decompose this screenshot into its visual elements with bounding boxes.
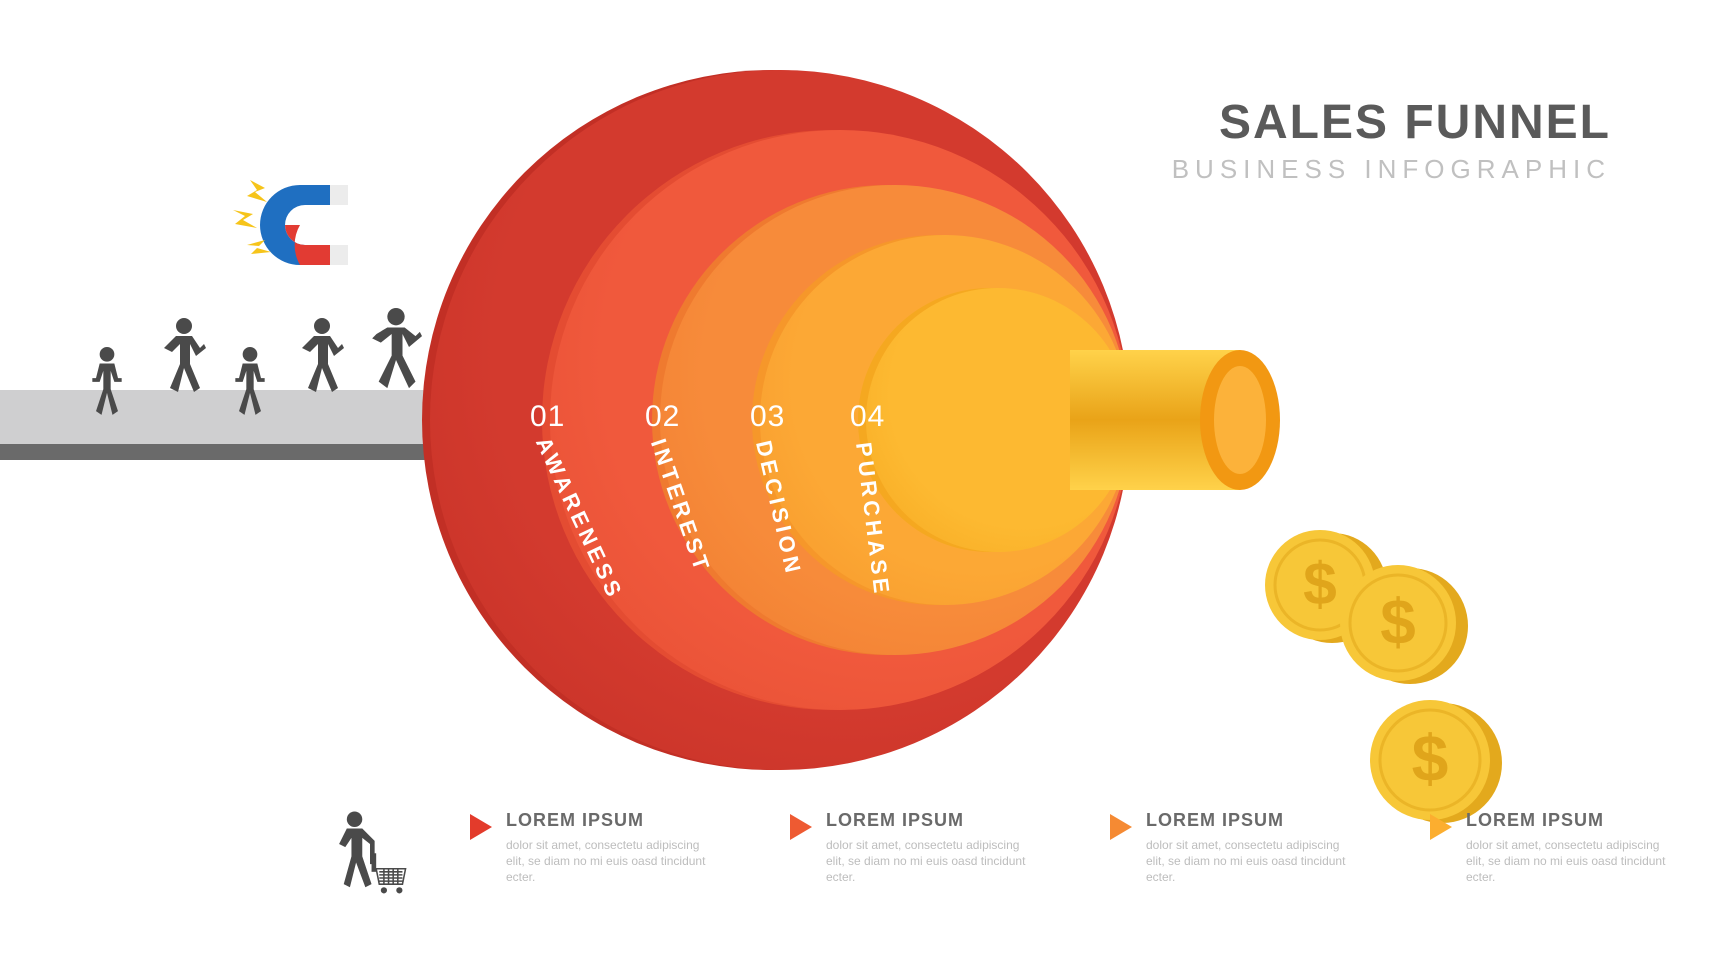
- bottom-item-title: LOREM IPSUM: [506, 810, 706, 831]
- main-title: SALES FUNNEL: [1172, 95, 1611, 150]
- person-icon: [298, 315, 346, 393]
- svg-text:$: $: [1303, 549, 1337, 617]
- funnel-spout: [1070, 350, 1280, 490]
- stage-number: 01: [530, 400, 565, 434]
- stage-label-2: 02 INTEREST: [645, 400, 680, 585]
- bottom-item-body: dolor sit amet, consectetu adipiscing el…: [1466, 837, 1666, 886]
- person-icon: [85, 345, 129, 415]
- triangle-icon: [1110, 814, 1132, 840]
- stage-label-3: 03 DECISION: [750, 400, 785, 582]
- shopper-icon: [330, 810, 410, 900]
- stage-number: 04: [850, 400, 885, 434]
- svg-text:$: $: [1412, 721, 1449, 795]
- coin-icon: $: [1340, 565, 1472, 692]
- person-icon: [160, 315, 208, 393]
- triangle-icon: [1430, 814, 1452, 840]
- stage-label-4: 04 PURCHASE: [850, 400, 885, 599]
- stage-number: 03: [750, 400, 785, 434]
- bottom-item-body: dolor sit amet, consectetu adipiscing el…: [1146, 837, 1346, 886]
- svg-text:$: $: [1380, 585, 1415, 657]
- magnet-icon: [225, 170, 375, 285]
- bottom-item-title: LOREM IPSUM: [1466, 810, 1666, 831]
- stage-label-1: 01 AWARENESS: [530, 400, 565, 621]
- subtitle: BUSINESS INFOGRAPHIC: [1172, 154, 1611, 185]
- person-icon: [370, 305, 422, 389]
- conveyor-bottom: [0, 444, 430, 460]
- people-group: [0, 300, 430, 430]
- bottom-item-4: LOREM IPSUM dolor sit amet, consectetu a…: [1430, 810, 1690, 886]
- bottom-item-title: LOREM IPSUM: [826, 810, 1026, 831]
- bottom-item-body: dolor sit amet, consectetu adipiscing el…: [506, 837, 706, 886]
- bottom-item-1: LOREM IPSUM dolor sit amet, consectetu a…: [470, 810, 730, 886]
- title-block: SALES FUNNEL BUSINESS INFOGRAPHIC: [1172, 95, 1611, 185]
- stage-number: 02: [645, 400, 680, 434]
- bottom-row: LOREM IPSUM dolor sit amet, consectetu a…: [330, 810, 1690, 900]
- funnel-diagram: 01 AWARENESS 02 INTEREST 03 DECISION 04 …: [430, 70, 1190, 770]
- bottom-item-body: dolor sit amet, consectetu adipiscing el…: [826, 837, 1026, 886]
- triangle-icon: [790, 814, 812, 840]
- bottom-item-3: LOREM IPSUM dolor sit amet, consectetu a…: [1110, 810, 1370, 886]
- triangle-icon: [470, 814, 492, 840]
- person-icon: [228, 345, 272, 415]
- bottom-item-title: LOREM IPSUM: [1146, 810, 1346, 831]
- bottom-item-2: LOREM IPSUM dolor sit amet, consectetu a…: [790, 810, 1050, 886]
